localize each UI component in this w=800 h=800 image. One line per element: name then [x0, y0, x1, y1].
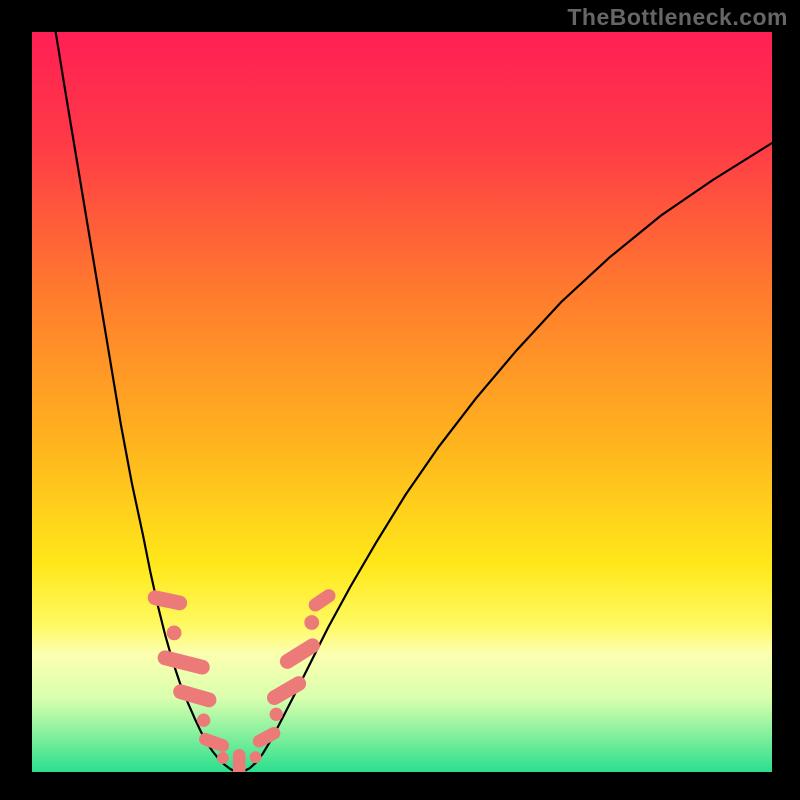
- marker-capsule: [233, 749, 246, 772]
- marker-circle: [304, 615, 319, 630]
- figure-root: TheBottleneck.com: [0, 0, 800, 800]
- watermark-text: TheBottleneck.com: [567, 4, 788, 31]
- marker-circle: [167, 625, 182, 640]
- marker-circle: [217, 752, 229, 764]
- chart-background: [32, 32, 772, 772]
- bottleneck-chart: [32, 32, 772, 772]
- marker-circle: [197, 714, 210, 727]
- marker-circle: [270, 708, 283, 721]
- marker-circle: [250, 751, 262, 763]
